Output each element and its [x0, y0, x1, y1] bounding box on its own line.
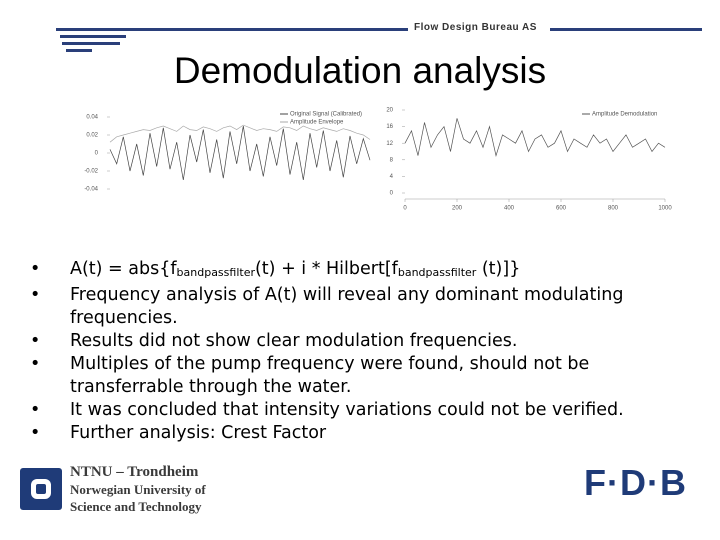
ntnu-logo-core	[36, 484, 46, 494]
bullet-text: A(t) = abs{f	[70, 259, 177, 279]
institution: NTNU – Trondheim Norwegian University of S…	[70, 464, 206, 515]
y-tick-label: 12	[386, 141, 393, 147]
legend-label: Amplitude Demodulation	[592, 112, 657, 118]
y-tick-label: 8	[390, 157, 394, 163]
subscript: bandpassfilter	[397, 266, 477, 279]
bullet: Further analysis: Crest Factor	[28, 422, 698, 445]
bullet-list: A(t) = abs{fbandpassfilter(t) + i * Hilb…	[28, 258, 698, 445]
signal-line	[109, 124, 371, 143]
y-tick-label: 16	[386, 124, 393, 130]
x-tick-label: 400	[504, 206, 515, 212]
bullet: Results did not show clear modulation fr…	[28, 330, 698, 353]
demod-line	[404, 118, 666, 157]
legend-label: Amplitude Envelope	[290, 120, 344, 126]
slide-title: Demodulation analysis	[173, 50, 547, 91]
figure: 0.04 0.02 0 -0.02 -0.04 Original Signal (Cali…	[84, 108, 672, 212]
x-tick-label: 0	[403, 206, 407, 212]
y-tick-label: -0.04	[84, 187, 98, 193]
y-tick-label: 0.02	[86, 133, 98, 139]
bullet-text: (t)]}	[476, 259, 521, 279]
x-tick-label: 1000	[658, 206, 672, 212]
bullet: It was concluded that intensity variatio…	[28, 399, 698, 422]
bullet-text: (t) + i * Hilbert[f	[254, 259, 398, 279]
y-tick-label: -0.02	[84, 169, 98, 175]
institution-line: Norwegian University of	[70, 482, 206, 497]
company: Flow Design Bureau AS	[414, 22, 537, 33]
signal-line	[109, 125, 371, 181]
bullet: Multiples of the pump frequency were fou…	[28, 353, 698, 399]
institution-line: Science and Technology	[70, 499, 202, 514]
y-tick-label: 20	[386, 108, 393, 114]
legend-label: Original Signal (Calibrated)	[290, 112, 362, 118]
subscript: bandpassfilter	[176, 266, 255, 279]
y-tick-label: 0	[95, 151, 99, 157]
bullet: A(t) = abs{fbandpassfilter(t) + i * Hilb…	[28, 258, 698, 284]
x-tick-label: 600	[556, 206, 567, 212]
institution-line: NTNU – Trondheim	[70, 464, 199, 480]
fdb-logo: F·D·B	[584, 462, 687, 503]
header-stripes	[56, 28, 702, 52]
y-tick-label: 4	[390, 174, 394, 180]
x-tick-label: 800	[608, 206, 619, 212]
x-tick-label: 200	[452, 206, 463, 212]
y-tick-label: 0.04	[86, 115, 98, 121]
y-tick-label: 0	[390, 191, 394, 197]
bullet: Frequency analysis of A(t) will reveal a…	[28, 284, 698, 330]
